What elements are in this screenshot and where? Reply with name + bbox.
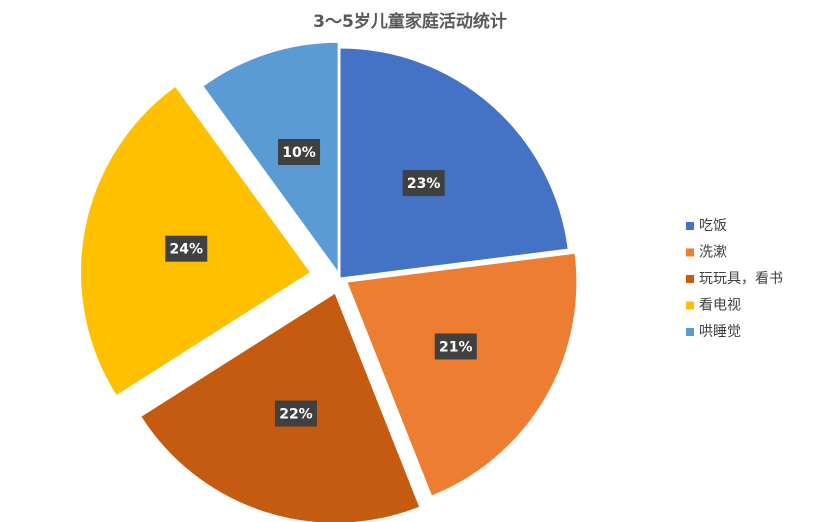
pie-slice <box>202 41 339 274</box>
legend-swatch <box>686 222 694 230</box>
chart-title: 3～5岁儿童家庭活动统计 <box>313 11 507 32</box>
data-label-box <box>402 170 445 197</box>
pie-slice <box>339 47 569 279</box>
legend-label: 玩玩具，看书 <box>699 271 783 287</box>
legend-label: 洗漱 <box>699 245 727 261</box>
data-label: 21% <box>439 339 473 355</box>
legend-swatch <box>686 248 694 257</box>
data-label-box <box>165 235 208 262</box>
legend-label: 吃饭 <box>699 218 727 234</box>
data-label-box <box>434 333 477 360</box>
legend-label: 看电视 <box>699 298 741 314</box>
data-label: 10% <box>282 145 316 161</box>
legend-label: 哄睡觉 <box>699 324 741 340</box>
legend-swatch <box>686 328 694 336</box>
data-label: 22% <box>279 407 313 423</box>
data-label-box <box>278 138 321 165</box>
data-label-box <box>274 400 317 427</box>
data-label: 23% <box>407 176 441 192</box>
legend-swatch <box>686 301 694 310</box>
legend-swatch <box>686 275 694 283</box>
pie-slice <box>346 252 578 497</box>
data-label: 24% <box>170 242 204 258</box>
